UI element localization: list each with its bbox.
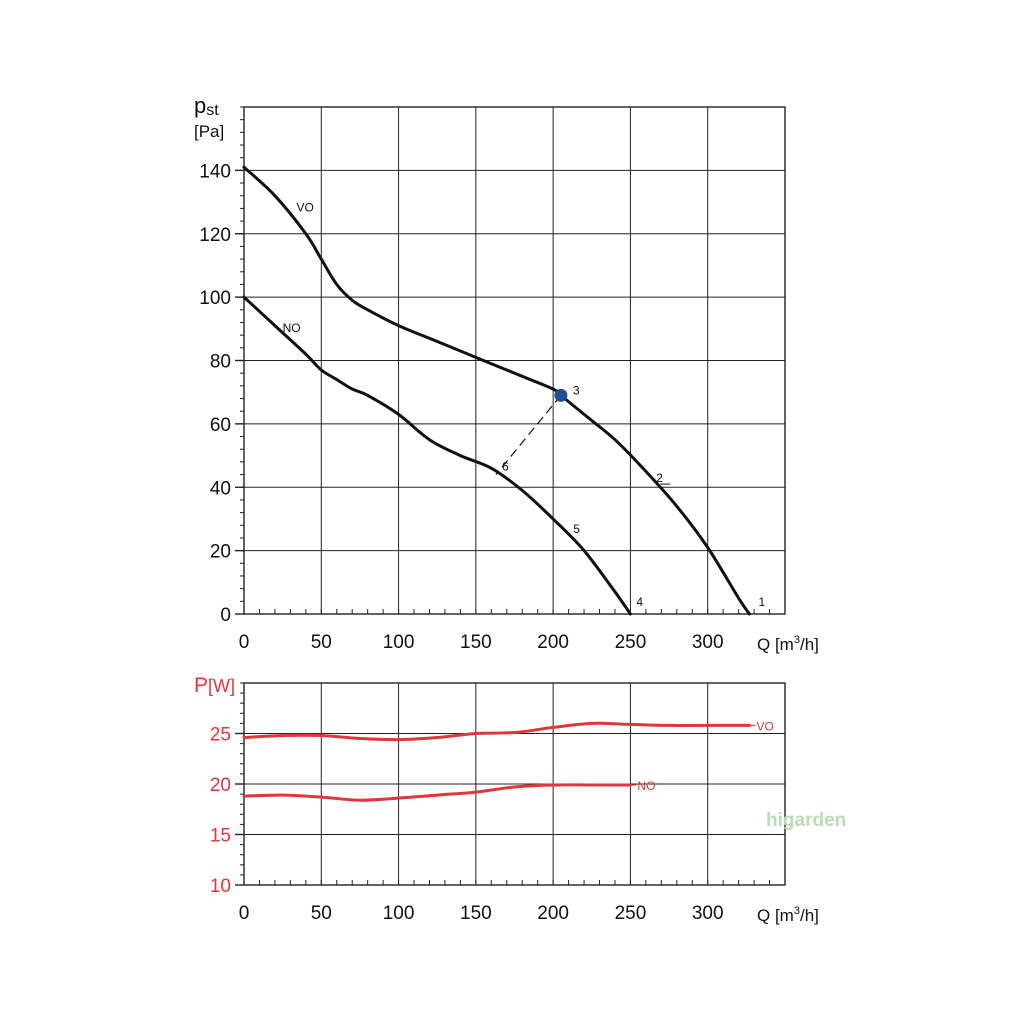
y-tick-label: 120 — [199, 225, 231, 246]
series-line-no — [242, 783, 632, 802]
x-tick-label: 50 — [311, 903, 332, 924]
point-label: 1 — [758, 595, 765, 609]
x-tick-label: 200 — [537, 632, 569, 653]
y-tick-label: 25 — [210, 725, 231, 746]
x-axis-title: Q [m3/h] — [757, 905, 819, 925]
x-tick-label: 100 — [383, 632, 415, 653]
series-label-vo: VO — [756, 719, 773, 733]
y-tick-label: 100 — [199, 288, 231, 309]
series-label-no: NO — [283, 321, 301, 335]
x-axis-title-superscript: 3 — [794, 634, 800, 646]
y-tick-label: 20 — [210, 542, 231, 563]
x-tick-label: 0 — [239, 632, 250, 653]
x-tick-label: 150 — [460, 903, 492, 924]
x-axis-title-end: /h] — [800, 635, 819, 654]
x-tick-label: 300 — [692, 632, 724, 653]
x-axis-title-main: Q [m — [757, 635, 794, 654]
x-tick-label: 50 — [311, 632, 332, 653]
y-tick-label: 40 — [210, 478, 231, 499]
x-tick-label: 200 — [537, 903, 569, 924]
y-tick-label: 0 — [220, 605, 231, 626]
x-axis-title: Q [m3/h] — [757, 634, 819, 654]
y-axis-title-main: P — [194, 674, 208, 697]
operating-point-marker — [554, 388, 568, 402]
x-tick-label: 300 — [692, 903, 724, 924]
point-label: 3 — [573, 383, 580, 397]
series-label-no: NO — [637, 779, 655, 793]
x-tick-label: 250 — [615, 903, 647, 924]
watermark-text: garden — [783, 810, 846, 831]
x-axis-title-end: /h] — [800, 906, 819, 925]
y-tick-label: 60 — [210, 415, 231, 436]
y-axis-title: pst — [194, 93, 219, 119]
y-tick-label: 10 — [210, 876, 231, 897]
y-tick-label: 80 — [210, 352, 231, 373]
y-axis-title: P[W] — [194, 674, 235, 697]
series-line-no — [242, 295, 632, 616]
y-tick-label: 140 — [199, 161, 231, 182]
series-label-vo: VO — [297, 201, 314, 215]
y-axis-unit: [W] — [208, 676, 235, 696]
y-tick-label: 20 — [210, 775, 231, 796]
y-axis-title-subscript: st — [206, 102, 219, 119]
series-line-vo — [242, 165, 751, 616]
operating-link-dashed-line — [495, 394, 562, 475]
watermark-prefix: hi — [766, 810, 783, 831]
y-tick-label: 15 — [210, 826, 231, 847]
point-label: 6 — [502, 460, 509, 474]
pressure-chart: 0 20 40 60 80 100 120 140 0 50 100 150 200 250 300 Q [m… — [194, 93, 819, 654]
x-tick-label: 150 — [460, 632, 492, 653]
x-tick-label: 250 — [615, 632, 647, 653]
watermark-logo: higarden — [766, 810, 846, 831]
y-axis-unit: [Pa] — [194, 122, 224, 141]
point-label: 4 — [636, 595, 643, 609]
x-axis-title-superscript: 3 — [794, 905, 800, 917]
point-label: 5 — [573, 522, 580, 536]
x-axis-title-main: Q [m — [757, 906, 794, 925]
x-tick-label: 100 — [383, 903, 415, 924]
x-tick-label: 0 — [239, 903, 250, 924]
y-axis-title-main: p — [194, 93, 206, 118]
series-line-vo — [242, 721, 751, 742]
point-label: 2 — [656, 471, 663, 485]
